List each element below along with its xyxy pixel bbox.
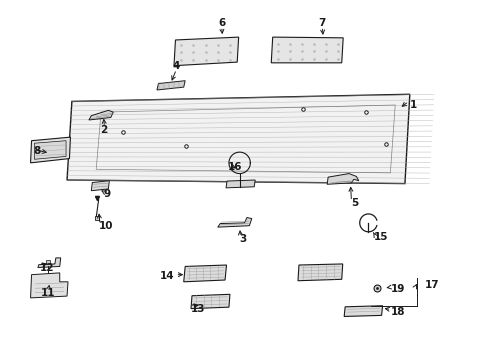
Polygon shape bbox=[183, 265, 226, 282]
Text: 10: 10 bbox=[99, 221, 113, 231]
Text: 9: 9 bbox=[103, 189, 110, 199]
Polygon shape bbox=[217, 217, 251, 227]
Text: 14: 14 bbox=[159, 271, 174, 282]
Text: 11: 11 bbox=[40, 288, 55, 297]
Text: 15: 15 bbox=[372, 232, 387, 242]
Polygon shape bbox=[225, 180, 255, 188]
Text: 17: 17 bbox=[424, 280, 438, 291]
Polygon shape bbox=[67, 94, 409, 184]
Polygon shape bbox=[30, 273, 68, 298]
Text: 3: 3 bbox=[239, 234, 246, 244]
Polygon shape bbox=[344, 306, 382, 316]
Text: 5: 5 bbox=[351, 198, 358, 208]
Polygon shape bbox=[271, 37, 343, 63]
Text: 2: 2 bbox=[100, 125, 107, 135]
Text: 12: 12 bbox=[40, 262, 55, 273]
Polygon shape bbox=[157, 81, 185, 90]
Polygon shape bbox=[30, 137, 70, 163]
Text: 4: 4 bbox=[172, 61, 180, 71]
Polygon shape bbox=[38, 258, 61, 267]
Text: 8: 8 bbox=[33, 147, 40, 157]
Text: 19: 19 bbox=[389, 284, 404, 294]
Polygon shape bbox=[91, 181, 109, 191]
Polygon shape bbox=[89, 111, 113, 120]
Text: 6: 6 bbox=[218, 18, 225, 28]
Text: 13: 13 bbox=[191, 303, 205, 314]
Polygon shape bbox=[191, 294, 229, 309]
Text: 7: 7 bbox=[318, 18, 325, 28]
Text: 16: 16 bbox=[227, 162, 242, 172]
Text: 1: 1 bbox=[409, 100, 416, 110]
Text: 18: 18 bbox=[389, 307, 404, 317]
Polygon shape bbox=[34, 141, 66, 159]
Polygon shape bbox=[297, 264, 342, 281]
Polygon shape bbox=[174, 37, 238, 66]
Polygon shape bbox=[326, 174, 358, 184]
